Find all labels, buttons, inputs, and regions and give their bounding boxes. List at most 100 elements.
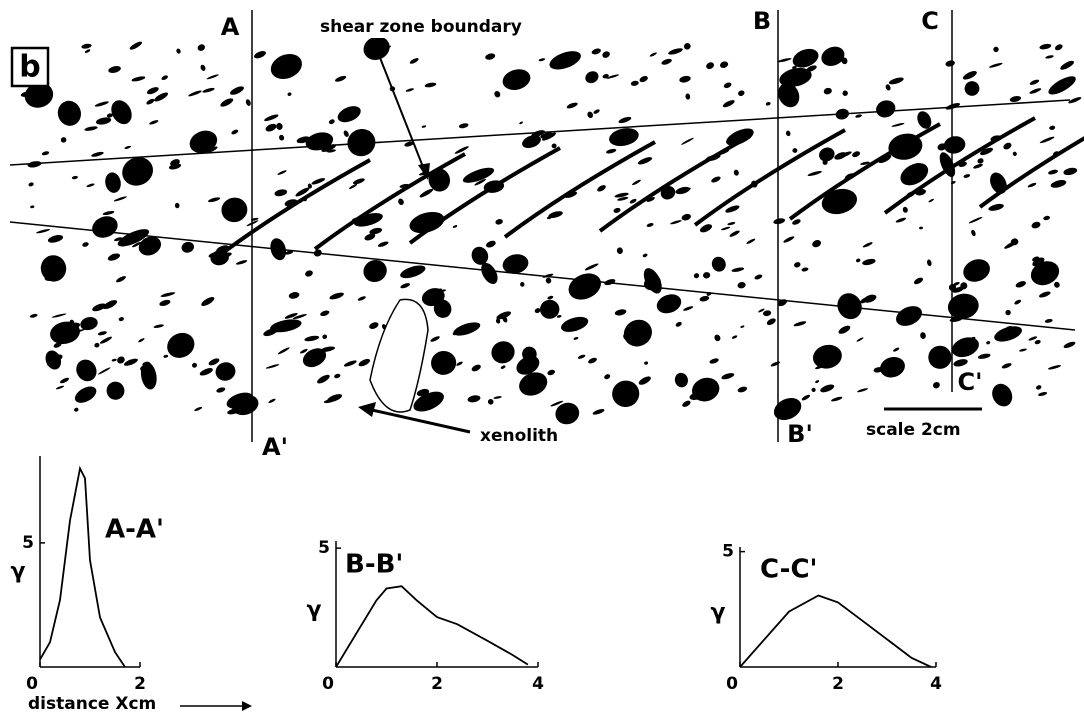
rock-grain xyxy=(547,295,554,300)
rock-grain xyxy=(41,151,50,156)
rock-grain xyxy=(551,143,557,149)
rock-grain xyxy=(945,60,955,67)
rock-grain xyxy=(53,342,62,348)
rock-grain xyxy=(746,238,756,244)
shear-streak xyxy=(693,128,846,227)
rock-grain xyxy=(51,313,67,318)
x-tick-label: 4 xyxy=(930,674,942,694)
rock-grain xyxy=(977,158,984,164)
rock-grain xyxy=(400,265,426,279)
rock-grain xyxy=(60,377,69,384)
rock-grain xyxy=(216,387,226,393)
rock-grain xyxy=(606,74,619,79)
rock-grain xyxy=(502,254,529,274)
rock-grain xyxy=(419,188,434,198)
rock-grain xyxy=(609,128,639,147)
rock-grain xyxy=(81,43,92,49)
rock-grain xyxy=(80,317,98,331)
rock-grain xyxy=(99,336,112,344)
rock-grain xyxy=(962,71,977,80)
rock-grain xyxy=(227,408,241,415)
rock-grain xyxy=(84,49,91,53)
arrowhead xyxy=(418,163,430,180)
rock-grain xyxy=(471,246,489,265)
rock-grain xyxy=(812,239,822,248)
rock-grain xyxy=(277,170,287,175)
rock-grain xyxy=(641,330,649,335)
rock-grain xyxy=(682,400,691,407)
rock-grain xyxy=(430,336,440,342)
rock-grain xyxy=(541,132,557,141)
rock-grain xyxy=(681,213,691,221)
rock-grain xyxy=(491,341,515,364)
rock-grain xyxy=(94,101,109,107)
rock-grain xyxy=(606,148,617,154)
rock-grain xyxy=(421,125,427,128)
rock-grain xyxy=(766,318,776,326)
rock-grain xyxy=(486,240,496,248)
rock-grain xyxy=(311,178,326,185)
rock-grain xyxy=(895,217,907,223)
rock-grain xyxy=(167,332,195,358)
rock-grain xyxy=(837,293,862,320)
rock-grain xyxy=(630,80,639,86)
rock-grain xyxy=(681,137,694,145)
rock-grain xyxy=(200,64,206,71)
rock-grain xyxy=(123,358,138,366)
rock-grain xyxy=(454,146,469,154)
rock-grain xyxy=(612,380,640,408)
rock-grain xyxy=(94,342,100,348)
rock-grain xyxy=(722,100,735,108)
rock-grain xyxy=(568,273,602,300)
rock-grain xyxy=(792,48,819,68)
rock-grain xyxy=(421,288,445,307)
rock-grain xyxy=(661,58,672,65)
rock-grain xyxy=(726,128,754,146)
chart-title: B-B' xyxy=(345,550,403,580)
rock-grain xyxy=(711,256,726,272)
rock-grain xyxy=(163,354,169,358)
rock-grain xyxy=(221,197,248,223)
rock-grain xyxy=(692,377,720,402)
rock-grain xyxy=(64,322,81,331)
rock-grain xyxy=(329,292,344,300)
rock-grain xyxy=(60,137,67,143)
rock-grain xyxy=(792,65,797,69)
rock-grain xyxy=(862,242,873,248)
rock-grain xyxy=(146,87,159,95)
rock-grain xyxy=(1039,43,1052,50)
rock-grain xyxy=(614,309,627,316)
rock-grain xyxy=(656,294,682,314)
rock-grain xyxy=(438,176,444,184)
rock-grain xyxy=(1039,291,1051,298)
rock-grain xyxy=(111,100,132,125)
rock-grain xyxy=(737,386,748,393)
rock-grain xyxy=(347,128,376,157)
rock-grain xyxy=(860,297,868,304)
section-label: A xyxy=(221,13,240,41)
rock-grain xyxy=(1063,341,1076,349)
rock-grain xyxy=(773,397,802,421)
rock-grain xyxy=(485,53,496,60)
rock-grain xyxy=(487,398,494,405)
rock-grain xyxy=(230,86,244,95)
rock-grain xyxy=(693,273,700,279)
rock-grain xyxy=(683,43,691,50)
rock-grain xyxy=(699,224,713,233)
rock-grain xyxy=(917,111,932,129)
rock-grain xyxy=(731,335,738,339)
rock-grain xyxy=(855,258,861,263)
rock-grain xyxy=(928,198,934,203)
rock-grain xyxy=(549,51,581,70)
rock-grain xyxy=(629,198,637,204)
rock-grain xyxy=(55,385,65,390)
section-label: C' xyxy=(958,368,983,396)
rock-grain xyxy=(494,90,501,98)
rock-grain xyxy=(758,308,765,313)
rock-grain xyxy=(856,337,864,342)
rock-grain xyxy=(59,322,67,326)
rock-grain xyxy=(117,356,125,364)
rock-grain xyxy=(1049,125,1056,130)
rock-grain xyxy=(116,276,126,283)
